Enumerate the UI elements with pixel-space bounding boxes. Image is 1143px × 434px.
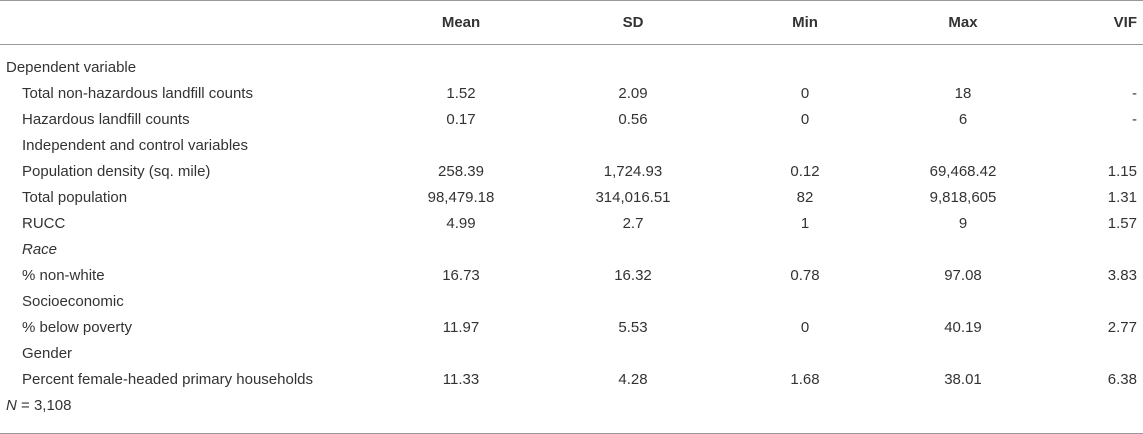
cell: 6 [958,110,968,128]
note: N = 3,108 [0,392,1143,418]
note-row: N = 3,108 [0,392,1143,418]
cell: 9 [958,214,968,232]
cell: 1 [800,214,810,232]
cell: 1.31 [1107,188,1137,206]
cell: 16.73 [442,266,480,284]
data-row: % non-white 16.73 16.32 0.78 97.08 3.83 [0,262,1143,288]
section-row: Dependent variable [0,54,1143,80]
row-label: Total non-hazardous landfill counts [22,84,253,102]
header-cell: Mean [380,1,542,45]
cell: 5.53 [618,318,648,336]
row-label: % non-white [22,266,105,284]
cell: 2.09 [618,84,648,102]
section-label: Socioeconomic [22,292,124,310]
header-cell: Min [724,1,886,45]
data-row: Percent female-headed primary households… [0,366,1143,392]
cell: 1.52 [446,84,476,102]
table-body: Dependent variable Total non-hazardous la… [0,45,1143,419]
cell: 16.32 [614,266,652,284]
row-label: Total population [22,188,128,206]
cell: 1.68 [790,370,820,388]
row-label: % below poverty [22,318,133,336]
cell: 314,016.51 [595,188,671,206]
row-label: Percent female-headed primary households [22,370,313,388]
header-row: Mean SD Min Max VIF [0,1,1143,45]
cell: 0 [800,84,810,102]
cell: 0.17 [446,110,476,128]
cell: 0.56 [618,110,648,128]
cell: 0.12 [790,162,820,180]
cell: 98,479.18 [427,188,495,206]
row-label: Population density (sq. mile) [22,162,211,180]
cell: 38.01 [944,370,982,388]
cell: 2.7 [622,214,644,232]
section-label: Dependent variable [6,58,137,76]
cell: 97.08 [944,266,982,284]
cell: 4.99 [446,214,476,232]
cell: 1.15 [1107,162,1137,180]
header-cell: VIF [1040,1,1143,45]
cell: 0 [800,110,810,128]
header-cell [0,1,380,45]
cell: 69,468.42 [929,162,997,180]
section-row: Gender [0,340,1143,366]
data-row: Population density (sq. mile) 258.39 1,724… [0,158,1143,184]
note-text: = 3,108 [21,396,72,414]
data-row: Total population 98,479.18 314,016.51 82 9,8… [0,184,1143,210]
cell: 9,818,605 [929,188,997,206]
cell: 82 [796,188,814,206]
cell: - [1132,84,1137,102]
cell: 1,724.93 [603,162,663,180]
cell: 11.33 [442,370,480,388]
table: Mean SD Min Max VIF Dependent variable To… [0,1,1143,418]
header-cell: Max [886,1,1040,45]
section-row: Race [0,236,1143,262]
data-row: RUCC 4.99 2.7 1 9 1.57 [0,210,1143,236]
cell: 0.78 [790,266,820,284]
data-row: Total non-hazardous landfill counts 1.52 2… [0,80,1143,106]
section-row: Independent and control variables [0,132,1143,158]
section-label: Gender [22,344,73,362]
data-row: % below poverty 11.97 5.53 0 40.19 2.77 [0,314,1143,340]
cell: 40.19 [944,318,982,336]
data-row: Hazardous landfill counts 0.17 0.56 0 6 - [0,106,1143,132]
section-row: Socioeconomic [0,288,1143,314]
cell: 258.39 [438,162,484,180]
cell: 18 [954,84,972,102]
cell: 2.77 [1107,318,1137,336]
cell: 6.38 [1107,370,1137,388]
cell: 4.28 [618,370,648,388]
cell: 1.57 [1107,214,1137,232]
section-label: Race [22,240,58,258]
header-cell: SD [542,1,724,45]
row-label: Hazardous landfill counts [22,110,190,128]
cell: 3.83 [1107,266,1137,284]
section-label: Independent and control variables [22,136,248,154]
cell: 0 [800,318,810,336]
cell: 11.97 [442,318,480,336]
row-label: RUCC [22,214,66,232]
cell: - [1132,110,1137,128]
note-symbol: N [6,396,17,414]
